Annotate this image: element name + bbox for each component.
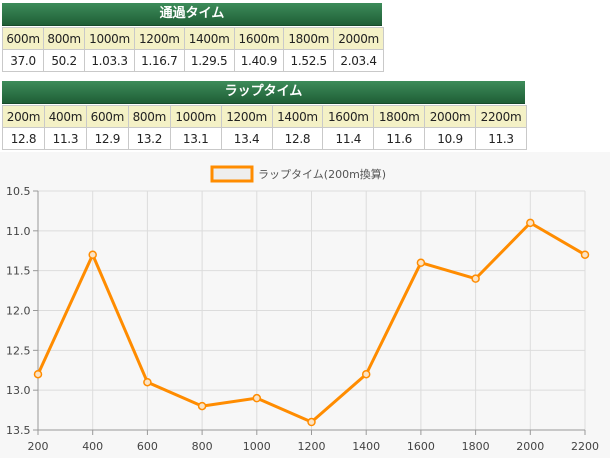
passing-time-header-cell-3: 1200m: [133, 27, 185, 50]
y-tick-label: 13.5: [6, 424, 31, 437]
passing-time-value-cell-0: 37.0: [1, 49, 45, 72]
legend-swatch: [210, 165, 254, 183]
x-tick-label: 1000: [243, 440, 271, 453]
x-tick-label: 1600: [407, 440, 435, 453]
data-point: [307, 417, 316, 427]
lap-time-value-cell-8: 11.6: [373, 127, 426, 150]
passing-time-value-cell-7: 2.03.4: [333, 49, 384, 72]
passing-time-title: 通過タイム: [2, 3, 382, 26]
x-tick-label: 200: [28, 440, 49, 453]
lap-time-header-row: 200m 400m 600m 800m 1000m 1200m 1400m 1600m 1800…: [2, 105, 527, 128]
y-tick-label: 12.5: [6, 344, 31, 357]
lap-time-header-cell-6: 1400m: [271, 105, 324, 128]
passing-time-value-cell-4: 1.29.5: [183, 49, 235, 72]
x-tick-label: 600: [137, 440, 158, 453]
lap-time-header-cell-5: 1200m: [220, 105, 273, 128]
data-point: [33, 369, 43, 379]
lap-time-chart-area: [0, 152, 610, 458]
y-tick-label: 11.5: [6, 265, 31, 278]
data-point: [580, 250, 590, 259]
passing-time-value-cell-6: 1.52.5: [283, 49, 335, 72]
passing-time-header-cell-6: 1800m: [283, 27, 335, 50]
passing-time-value-cell-1: 50.2: [43, 49, 86, 72]
lap-time-value-cell-9: 10.9: [424, 127, 476, 150]
lap-time-value-cell-3: 13.2: [127, 127, 171, 150]
lap-time-header-cell-3: 800m: [127, 105, 171, 128]
passing-time-header-cell-4: 1400m: [183, 27, 235, 50]
lap-time-header-cell-1: 400m: [43, 105, 87, 128]
x-tick-label: 800: [192, 440, 213, 453]
legend-label: ラップタイム(200m換算): [258, 167, 386, 181]
x-tick-label: 2000: [516, 440, 544, 453]
lap-time-value-cell-4: 13.1: [169, 127, 222, 150]
passing-time-value-row: 37.0 50.2 1.03.3 1.16.7 1.29.5 1.40.9 1.52.5 2.…: [1, 49, 384, 72]
data-point: [361, 369, 371, 379]
lap-time-header-cell-7: 1600m: [322, 105, 375, 128]
lap-time-header-cell-0: 200m: [2, 105, 45, 128]
lap-time-value-cell-5: 13.4: [220, 127, 273, 150]
passing-time-value-cell-2: 1.03.3: [84, 49, 135, 72]
y-tick-label: 10.5: [6, 185, 31, 198]
lap-time-header-cell-4: 1000m: [169, 105, 222, 128]
lap-time-table: 200m 400m 600m 800m 1000m 1200m 1400m 1600m 1800…: [2, 105, 527, 150]
data-point: [88, 250, 97, 259]
y-tick-label: 13.0: [6, 384, 31, 397]
passing-time-table: 600m 800m 1000m 1200m 1400m 1600m 1800m 2000m 3…: [1, 27, 384, 72]
data-point: [197, 401, 207, 411]
passing-time-value-cell-5: 1.40.9: [233, 49, 285, 72]
x-tick-label: 400: [82, 440, 103, 453]
x-tick-label: 1400: [352, 440, 380, 453]
data-point: [143, 377, 152, 387]
y-tick-label: 11.0: [6, 225, 31, 238]
x-tick-label: 1200: [298, 440, 326, 453]
lap-time-value-cell-2: 12.9: [85, 127, 129, 150]
lap-time-value-cell-10: 11.3: [475, 127, 527, 150]
x-tick-label: 1800: [462, 440, 490, 453]
passing-time-value-cell-3: 1.16.7: [133, 49, 185, 72]
lap-time-value-cell-0: 12.8: [2, 127, 45, 150]
data-point: [471, 274, 480, 283]
lap-time-value-cell-1: 11.3: [43, 127, 87, 150]
lap-time-value-row: 12.8 11.3 12.9 13.2 13.1 13.4 12.8 11.4 11.6 10.9…: [2, 127, 527, 150]
lap-time-header-cell-10: 2200m: [475, 105, 527, 128]
lap-time-value-cell-7: 11.4: [322, 127, 375, 150]
x-tick-label: 2200: [571, 440, 599, 453]
lap-time-value-cell-6: 12.8: [271, 127, 324, 150]
y-tick-label: 12.0: [6, 305, 31, 318]
passing-time-header-cell-2: 1000m: [84, 27, 135, 50]
data-point: [416, 258, 426, 267]
data-point: [526, 218, 535, 228]
passing-time-header-cell-0: 600m: [1, 27, 45, 50]
data-point: [252, 393, 262, 403]
lap-time-title: ラップタイム: [2, 81, 525, 104]
